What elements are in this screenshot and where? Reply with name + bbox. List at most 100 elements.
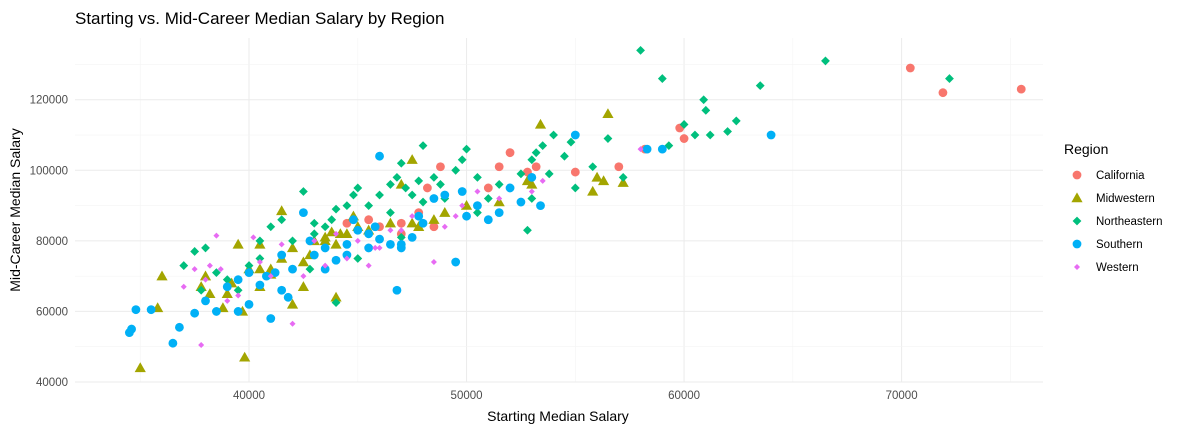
data-point [342,218,352,228]
data-point [392,285,402,295]
data-point [439,207,451,217]
data-point [372,244,379,251]
data-point [483,183,493,193]
data-point [905,63,915,73]
data-point [342,201,352,210]
data-point [597,175,610,186]
x-tick-label: 70000 [886,390,918,402]
legend-item-midwestern: Midwestern [1071,192,1155,205]
data-point [441,223,448,230]
data-point [527,172,537,182]
data-point [221,288,233,298]
data-point [375,190,384,200]
data-point [414,176,424,186]
data-point [277,250,287,260]
data-point [255,280,265,290]
data-point [222,282,232,292]
data-point [349,190,358,200]
data-point [494,180,504,189]
chart-title: Starting vs. Mid-Career Median Salary by… [75,9,444,28]
data-point [331,204,341,214]
data-point [330,238,342,249]
data-point [723,127,732,136]
data-point [821,56,830,66]
data-point [570,183,580,193]
data-point [637,146,644,153]
data-point [701,105,711,115]
data-point [387,227,394,234]
data-point [364,243,374,253]
y-tick-label: 100000 [30,165,68,177]
data-point [459,202,466,209]
data-point [222,275,232,285]
data-point [309,250,319,260]
data-point [204,288,216,298]
data-point [483,215,493,225]
data-point [429,172,439,182]
legend-key [1072,239,1082,249]
data-point [201,243,210,253]
data-point [134,362,146,373]
data-point [300,273,307,280]
data-point [202,276,209,283]
data-point [474,188,481,195]
legend-label: Western [1096,262,1139,274]
y-tick-labels: 40000 60000 80000 100000 120000 [30,95,68,389]
data-point [406,217,418,228]
data-point [938,88,948,98]
data-point [364,229,374,239]
data-point [288,236,297,246]
data-point [233,307,243,316]
data-point [297,281,310,291]
data-point [1016,84,1026,94]
data-point [233,275,243,285]
data-point [496,195,503,202]
data-point [250,234,257,241]
y-tick-label: 40000 [36,377,68,389]
data-point [418,141,428,151]
data-point [277,215,287,225]
data-point [945,74,954,83]
series-southern [124,130,776,348]
data-point [333,230,340,237]
data-point [127,324,136,334]
data-points [124,45,1026,373]
data-point [239,351,251,362]
data-point [375,234,384,244]
data-point [460,199,473,210]
data-point [766,130,776,140]
data-point [642,144,652,154]
data-point [536,201,545,210]
legend: Region California Midwestern Northeastern S… [1064,141,1162,274]
data-point [457,155,467,165]
data-point [473,208,482,218]
data-point [440,190,450,200]
data-point [213,232,220,239]
data-point [364,215,374,225]
data-point [276,205,288,216]
data-point [398,227,405,234]
data-point [156,270,168,281]
data-point [266,222,276,232]
data-point [354,237,361,244]
data-point [233,285,243,295]
data-point [349,215,358,225]
data-point [401,183,411,193]
data-point [232,238,244,249]
data-point [199,270,212,281]
data-point [452,213,459,220]
data-point [516,169,526,179]
data-point [217,266,224,273]
data-point [523,225,532,235]
data-point [534,118,547,129]
data-point [418,218,428,228]
data-point [617,177,629,187]
data-point [436,162,445,172]
data-point [528,188,535,195]
data-point [244,299,254,309]
data-point [305,236,315,246]
data-point [429,194,439,203]
data-point [266,314,276,323]
data-point [396,218,406,228]
data-point [375,151,384,161]
